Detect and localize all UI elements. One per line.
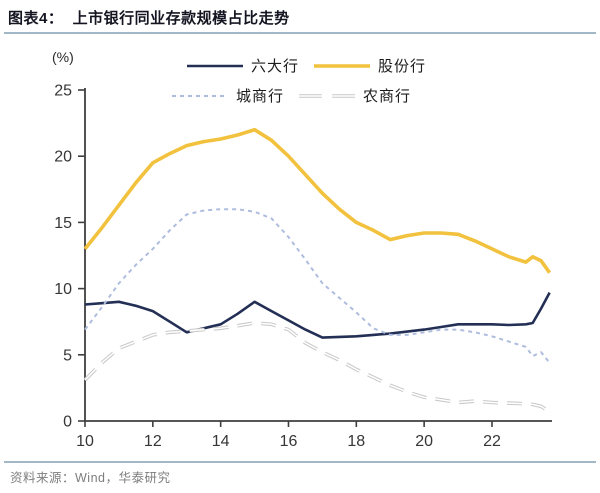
y-axis-tick-label: 10	[54, 281, 72, 298]
legend-item-rural-commercial-banks: 农商行	[298, 85, 411, 106]
series-line-rural-commercial-banks-inner	[84, 322, 550, 413]
title-divider	[4, 32, 596, 34]
y-axis-unit-label: (%)	[52, 49, 74, 65]
legend-row-1: 六大行 股份行	[186, 55, 426, 76]
x-axis-tick-label: 14	[212, 433, 230, 450]
figure-title: 图表4： 上市银行同业存款规模占比走势	[8, 10, 290, 27]
y-axis-tick-label: 0	[63, 414, 72, 431]
legend-row-2: 城商行 农商行	[171, 85, 411, 106]
y-axis-tick-label: 15	[54, 215, 72, 232]
series-line-joint-stock-banks	[83, 127, 552, 274]
y-axis-tick-label: 20	[54, 149, 72, 166]
x-axis-tick-label: 22	[483, 433, 501, 450]
legend-label-joint-stock-banks: 股份行	[378, 58, 427, 75]
x-axis-tick-label: 10	[76, 433, 94, 450]
axis-frame	[84, 88, 552, 422]
legend-label-rural-commercial-banks: 农商行	[363, 88, 412, 105]
legend-swatch-city-commercial-banks	[172, 94, 228, 97]
y-axis-tick-label: 25	[54, 83, 72, 100]
x-axis-tick-label: 12	[144, 433, 162, 450]
legend-label-big-six-banks: 六大行	[251, 58, 300, 75]
x-axis-tick-label: 18	[347, 433, 365, 450]
series-line-big-six-banks	[84, 291, 551, 339]
x-axis-tick-label: 16	[280, 433, 298, 450]
x-axis-tick-label: 20	[415, 433, 433, 450]
legend-item-big-six-banks: 六大行	[186, 55, 299, 76]
legend-item-joint-stock-banks: 股份行	[313, 55, 426, 76]
legend-swatch-rural-commercial-banks	[299, 93, 356, 98]
y-axis-tick-label: 5	[63, 347, 72, 364]
legend-label-city-commercial-banks: 城商行	[236, 88, 285, 105]
series-line-city-commercial-banks	[84, 208, 551, 364]
legend-swatch-joint-stock-banks	[314, 63, 371, 68]
legend-item-city-commercial-banks: 城商行	[171, 85, 284, 106]
source-text: 资料来源：Wind，华泰研究	[10, 471, 171, 485]
legend-swatch-big-six-banks	[187, 64, 243, 67]
source-divider	[4, 461, 596, 463]
